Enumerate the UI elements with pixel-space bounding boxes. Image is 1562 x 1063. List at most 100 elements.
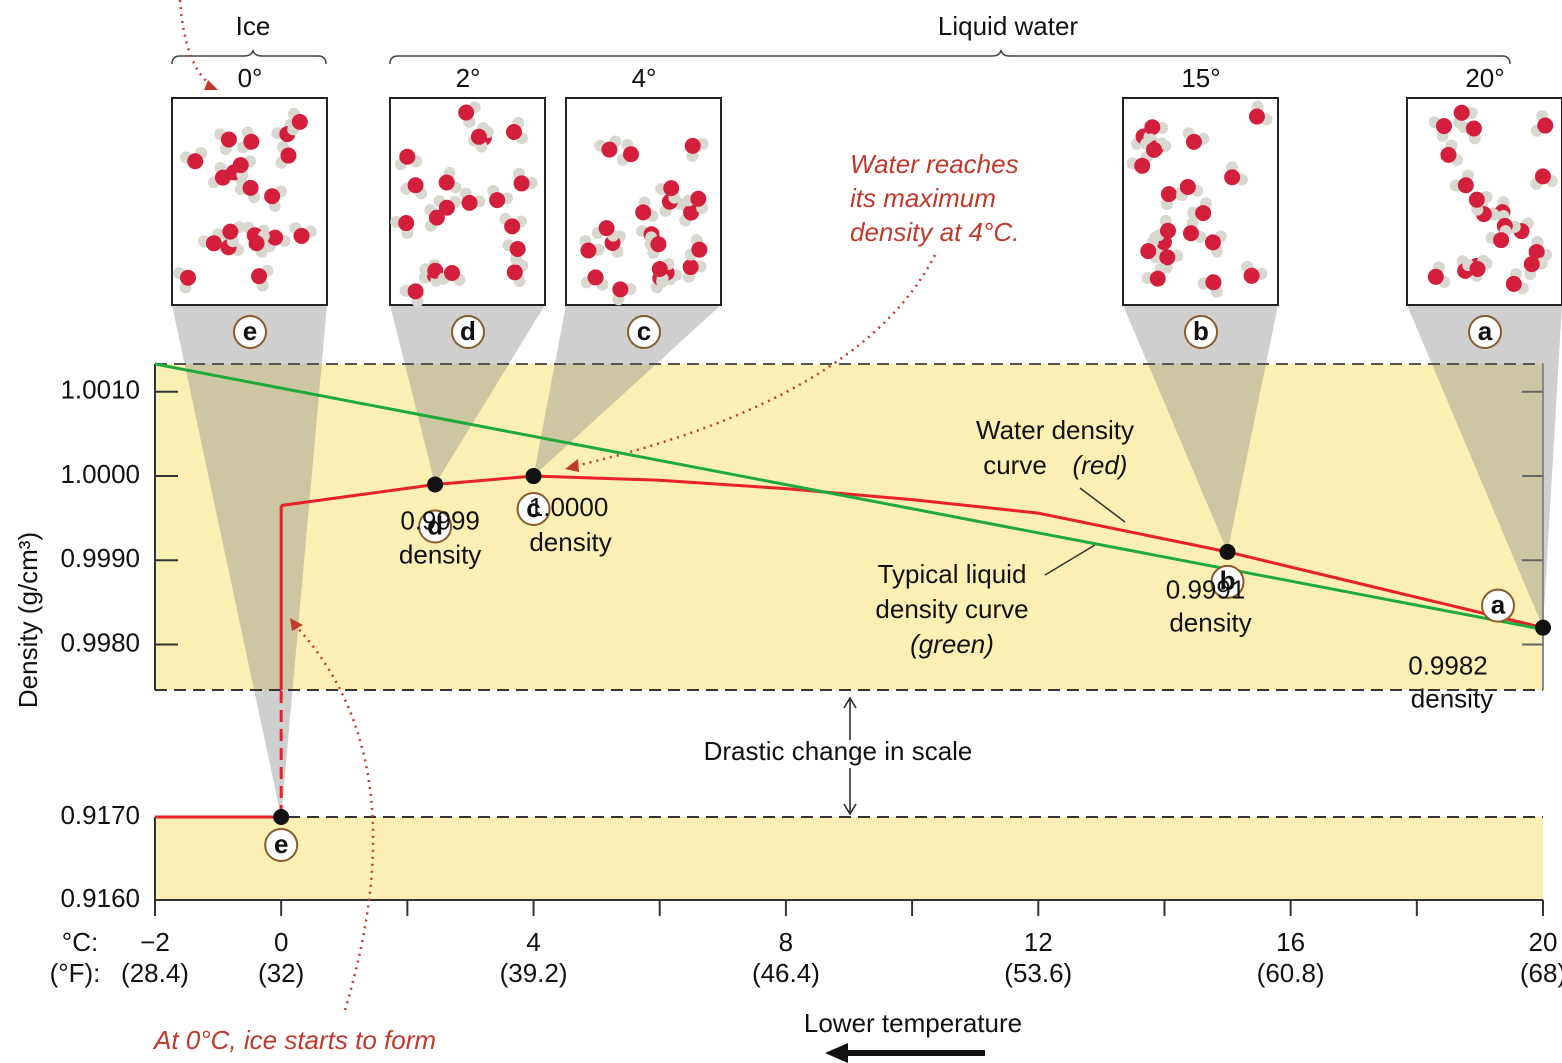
- x-tick-label-f: (68): [1520, 958, 1562, 988]
- oxygen: [1535, 168, 1551, 184]
- upper-panel: [155, 364, 1543, 690]
- annotation: At 0°C, ice starts to form: [152, 1025, 436, 1055]
- value-unit: density: [529, 527, 611, 557]
- oxygen: [635, 204, 651, 220]
- oxygen: [187, 153, 203, 169]
- oxygen: [1244, 268, 1260, 284]
- oxygen: [408, 177, 424, 193]
- series-label: Water density: [976, 415, 1134, 445]
- x-tick-label-f: (46.4): [752, 958, 820, 988]
- oxygen: [1493, 232, 1509, 248]
- oxygen: [507, 264, 523, 280]
- oxygen: [1458, 177, 1474, 193]
- box-temp: 15°: [1181, 63, 1220, 93]
- oxygen: [1140, 243, 1156, 259]
- oxygen: [1150, 271, 1166, 287]
- oxygen: [1161, 186, 1177, 202]
- box-temp: 0°: [238, 63, 263, 93]
- box-temp: 20°: [1465, 63, 1504, 93]
- oxygen: [429, 210, 445, 226]
- oxygen: [251, 268, 267, 284]
- x-tick-label-f: (60.8): [1257, 958, 1325, 988]
- letter: c: [637, 316, 651, 346]
- oxygen: [243, 180, 259, 196]
- oxygen: [1506, 276, 1522, 292]
- oxygen: [1183, 225, 1199, 241]
- oxygen: [1428, 269, 1444, 285]
- oxygen: [510, 241, 526, 257]
- gap-label: Drastic change in scale: [704, 736, 973, 766]
- oxygen: [1134, 158, 1150, 174]
- series-note: (green): [910, 629, 994, 659]
- point: [427, 476, 443, 492]
- oxygen: [588, 269, 604, 285]
- oxygen: [243, 134, 259, 150]
- oxygen: [601, 142, 617, 158]
- oxygen: [1537, 118, 1553, 134]
- oxygen: [1524, 256, 1540, 272]
- annotation: Water reaches: [850, 149, 1019, 179]
- point: [526, 468, 542, 484]
- oxygen: [215, 170, 231, 186]
- y-tick-label: 1.0000: [60, 459, 140, 489]
- oxygen: [1144, 119, 1160, 135]
- oxygen: [580, 242, 596, 258]
- oxygen: [1186, 134, 1202, 150]
- unit-c: °C:: [62, 927, 98, 957]
- arrow-head: [825, 1043, 848, 1063]
- oxygen: [1454, 105, 1470, 121]
- group-label: Liquid water: [938, 11, 1079, 41]
- series-note: (red): [1073, 450, 1128, 480]
- oxygen: [249, 235, 265, 251]
- letter: e: [243, 316, 257, 346]
- annotation-arrow: [180, 0, 215, 88]
- oxygen: [652, 261, 668, 277]
- point: [1220, 544, 1236, 560]
- oxygen: [1146, 142, 1162, 158]
- value-unit: density: [399, 539, 481, 569]
- oxygen: [612, 281, 628, 297]
- lower-panel: [155, 817, 1543, 900]
- oxygen: [623, 146, 639, 162]
- oxygen: [599, 220, 615, 236]
- letter: d: [460, 316, 476, 346]
- annotation: its maximum: [850, 183, 996, 213]
- oxygen: [180, 270, 196, 286]
- value-unit: density: [1169, 608, 1251, 638]
- oxygen: [1159, 249, 1175, 265]
- oxygen: [280, 148, 296, 164]
- point: [273, 809, 289, 825]
- x-tick-label: 20: [1529, 927, 1558, 957]
- oxygen: [1469, 261, 1485, 277]
- y-tick-label: 0.9160: [60, 883, 140, 913]
- oxygen: [1180, 179, 1196, 195]
- box-temp: 4°: [632, 63, 657, 93]
- oxygen: [685, 138, 701, 154]
- oxygen: [1249, 109, 1265, 125]
- x-tick-label-f: (53.6): [1004, 958, 1072, 988]
- oxygen: [439, 174, 455, 190]
- y-tick-label: 0.9980: [60, 627, 140, 657]
- chart: Density (g/cm³) °C: (°F): Lower temperat…: [0, 0, 1562, 1063]
- oxygen: [461, 195, 477, 211]
- value-label: 1.0000: [529, 492, 609, 522]
- oxygen: [1160, 223, 1176, 239]
- oxygen: [683, 259, 699, 275]
- oxygen: [398, 215, 414, 231]
- oxygen: [1205, 274, 1221, 290]
- oxygen: [690, 191, 706, 207]
- oxygen: [221, 131, 237, 147]
- series-label: Typical liquid: [878, 559, 1027, 589]
- box-temp: 2°: [456, 63, 481, 93]
- oxygen: [1205, 234, 1221, 250]
- oxygen: [1440, 147, 1456, 163]
- brace: [390, 50, 1510, 64]
- value-label: 0.9991: [1166, 575, 1246, 605]
- point: [1535, 620, 1551, 636]
- oxygen: [292, 114, 308, 130]
- x-axis-label: Lower temperature: [804, 1008, 1022, 1038]
- letter: a: [1478, 316, 1493, 346]
- x-tick-label: 8: [779, 927, 793, 957]
- oxygen: [1195, 205, 1211, 221]
- series-label: density curve: [875, 594, 1028, 624]
